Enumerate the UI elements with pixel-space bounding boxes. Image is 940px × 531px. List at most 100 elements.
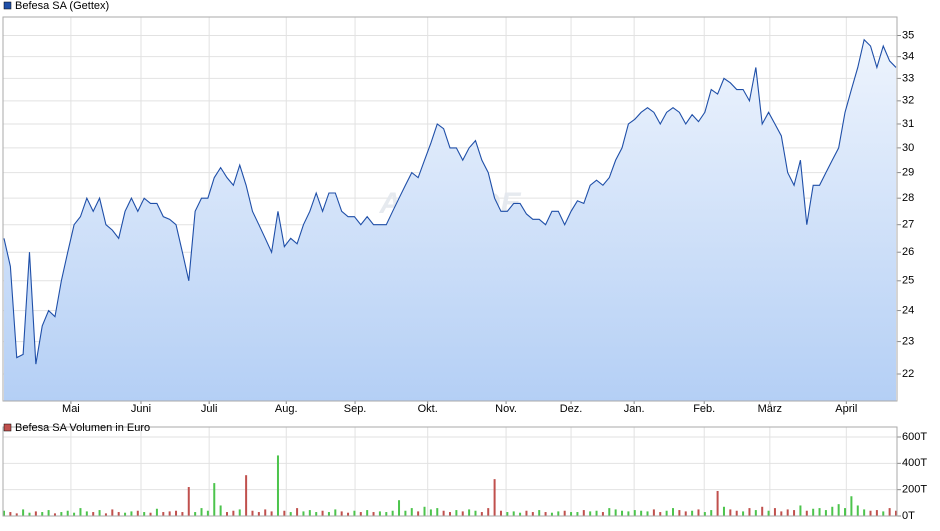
y-tick-label: 24 — [902, 304, 914, 316]
volume-bar — [175, 510, 178, 516]
volume-bar — [53, 513, 56, 516]
volume-bar — [60, 512, 63, 516]
legend-label: Befesa SA Volumen in Euro — [15, 422, 150, 434]
volume-bar — [735, 510, 738, 516]
volume-bar — [226, 512, 228, 516]
volume-bar — [41, 512, 44, 516]
y-tick-label: 31 — [902, 118, 914, 130]
x-tick-label: Juli — [201, 403, 218, 415]
volume-bar — [557, 511, 560, 516]
volume-bar — [799, 505, 802, 516]
y-tick-label: 23 — [902, 335, 914, 347]
volume-bar — [550, 512, 553, 516]
volume-bar — [79, 508, 82, 516]
volume-bar — [512, 511, 515, 516]
legend-swatch — [3, 423, 12, 432]
volume-bar — [487, 508, 490, 516]
volume-bar — [850, 496, 853, 516]
volume-bar — [442, 510, 445, 516]
volume-bar — [245, 475, 248, 516]
volume-bar — [468, 509, 471, 516]
volume-bar — [200, 508, 203, 516]
y-tick-label: 600T — [902, 431, 927, 443]
volume-bar — [531, 512, 534, 516]
volume-bar — [98, 510, 101, 516]
volume-bar — [66, 510, 69, 516]
volume-bar — [627, 511, 630, 516]
x-tick-label: Nov. — [495, 403, 517, 415]
volume-bar — [570, 512, 573, 516]
volume-bar — [544, 512, 547, 516]
volume-bar — [378, 511, 381, 516]
volume-bar — [652, 509, 655, 516]
volume-bar — [143, 512, 146, 516]
volume-bar — [748, 508, 751, 516]
volume-bar — [436, 508, 439, 516]
x-tick-label: Feb. — [693, 403, 715, 415]
volume-bar — [117, 512, 120, 516]
x-tick-label: Dez. — [560, 403, 583, 415]
volume-bar — [493, 479, 496, 516]
plot-border — [2, 16, 898, 402]
x-tick-label: Aug. — [275, 403, 298, 415]
volume-bar — [761, 506, 764, 516]
volume-bar — [168, 511, 171, 516]
volume-bar — [327, 512, 330, 516]
volume-bar — [601, 512, 604, 516]
volume-bar — [875, 510, 878, 516]
volume-bar — [47, 510, 50, 516]
volume-bar — [251, 510, 254, 516]
volume-bar — [372, 512, 375, 516]
volume-bar — [506, 512, 509, 516]
volume-bar — [576, 512, 579, 516]
volume-bar — [124, 512, 127, 516]
y-tick-label: 22 — [902, 368, 914, 380]
volume-bar — [136, 510, 139, 516]
plot-border — [2, 426, 898, 517]
volume-bar — [754, 510, 757, 516]
y-tick-label: 34 — [902, 51, 914, 63]
volume-bar — [793, 510, 796, 516]
volume-bar — [640, 510, 643, 516]
volume-bar — [633, 510, 636, 516]
volume-bar — [321, 510, 324, 516]
volume-bar — [213, 483, 216, 516]
x-tick-label: April — [835, 403, 857, 415]
volume-bar — [92, 512, 95, 516]
volume-bar — [353, 510, 356, 516]
volume-bar — [589, 511, 592, 516]
volume-bar — [678, 510, 681, 516]
volume-bar — [480, 512, 483, 516]
volume-bar — [194, 512, 197, 516]
volume-bar — [538, 510, 541, 516]
legend-swatch — [3, 1, 12, 10]
volume-bar — [417, 511, 420, 516]
volume-bar — [334, 509, 337, 516]
volume-bar — [15, 513, 18, 516]
volume-bar — [665, 510, 668, 516]
volume-bar — [888, 508, 891, 516]
volume-bar — [104, 513, 107, 516]
volume-bar — [34, 511, 37, 516]
volume-bar — [844, 508, 847, 516]
volume-bar — [684, 511, 687, 516]
x-tick-label: Mai — [62, 403, 80, 415]
volume-bar — [9, 512, 12, 516]
volume-bar — [525, 510, 528, 516]
y-tick-label: 27 — [902, 219, 914, 231]
price-area — [4, 39, 896, 402]
volume-bar — [155, 508, 158, 516]
volume-bar — [302, 511, 305, 516]
volume-bar — [812, 508, 815, 516]
volume-bar — [238, 509, 241, 516]
volume-bar — [308, 510, 311, 516]
volume-bar — [856, 505, 859, 516]
volume-bar — [729, 509, 732, 516]
volume-bar — [187, 487, 190, 516]
x-tick-label: Sep. — [344, 403, 367, 415]
volume-bar — [264, 509, 267, 516]
volume-bar — [863, 509, 866, 516]
volume-bar — [219, 505, 222, 516]
x-tick-label: Jan. — [624, 403, 645, 415]
